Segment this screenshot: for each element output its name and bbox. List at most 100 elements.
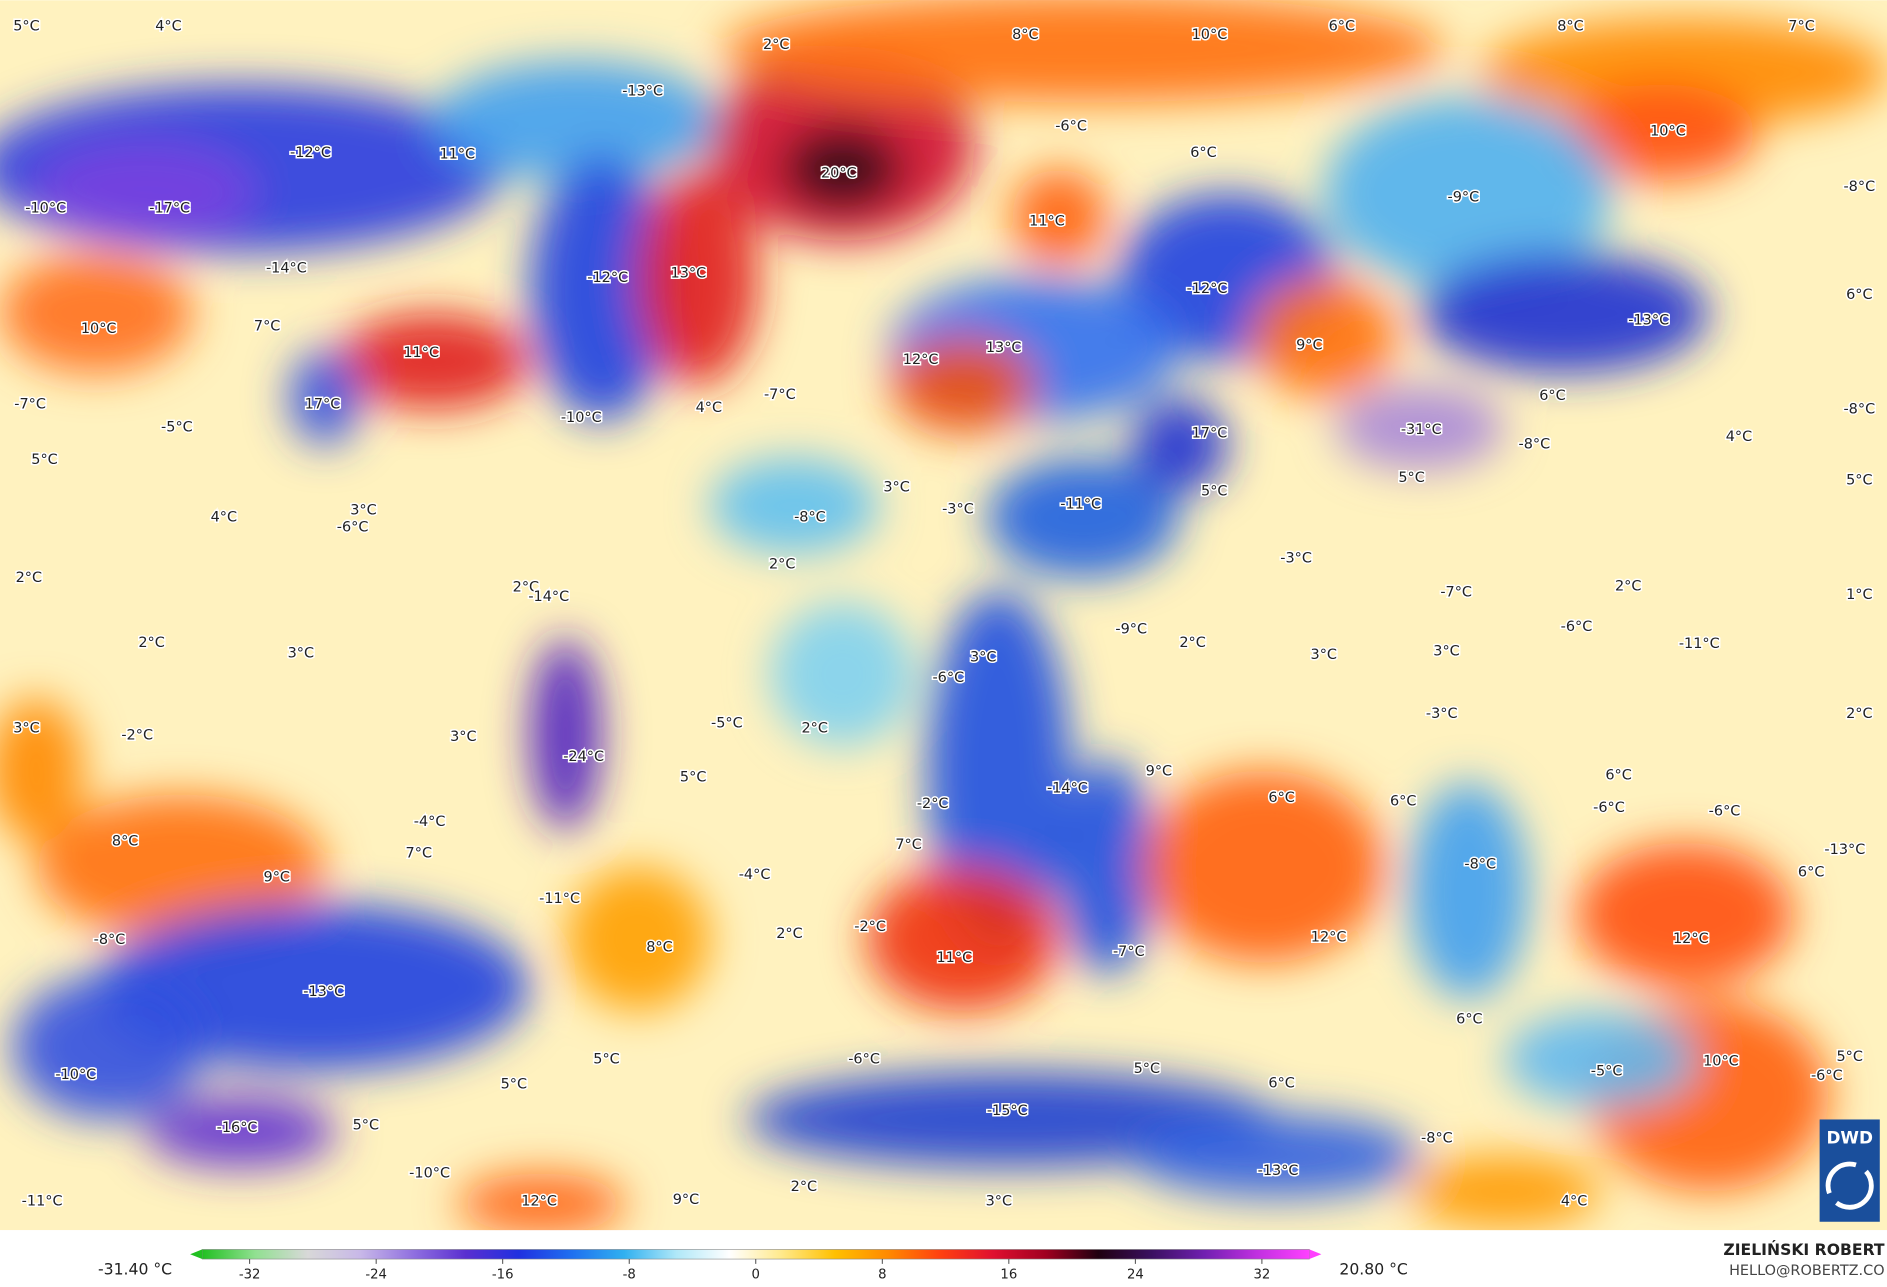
- author: ZIELIŃSKI ROBERT: [1723, 1240, 1885, 1259]
- field-blob: [986, 457, 1180, 578]
- field-blob: [1335, 385, 1505, 470]
- temperature-label: 2°C: [763, 37, 790, 53]
- temperature-label: 1°C: [1846, 587, 1873, 603]
- temperature-label: 4°C: [1726, 429, 1753, 445]
- temperature-label: 2°C: [1615, 578, 1642, 594]
- temperature-label: 12°C: [1673, 931, 1709, 947]
- temperature-label: -11°C: [1060, 497, 1101, 513]
- temperature-label: -3°C: [1426, 706, 1458, 722]
- temperature-label: 8°C: [1557, 19, 1584, 35]
- temperature-label: 5°C: [680, 770, 707, 786]
- temperature-label: 5°C: [31, 452, 58, 468]
- temperature-label: -6°C: [1811, 1068, 1843, 1084]
- field-blob: [1059, 758, 1156, 976]
- temperature-label: 7°C: [254, 318, 281, 334]
- temperature-label: 5°C: [593, 1051, 620, 1067]
- field-blob: [1408, 1155, 1601, 1228]
- field-blob: [433, 60, 723, 181]
- field-blob: [0, 698, 85, 843]
- temperature-label: -14°C: [1047, 781, 1088, 797]
- field-blob: [36, 144, 253, 241]
- field-blob: [1323, 96, 1613, 290]
- temperature-label: 2°C: [138, 635, 165, 651]
- field-blob: [565, 866, 711, 1012]
- temperature-label: 12°C: [521, 1193, 557, 1209]
- temperature-label: 9°C: [1146, 764, 1173, 780]
- temperature-label: 5°C: [1836, 1049, 1863, 1065]
- field-blob: [457, 1173, 626, 1231]
- colorbar-max-label: 20.80 °C: [1339, 1259, 1408, 1278]
- colorbar-min-label: -31.40 °C: [98, 1259, 172, 1278]
- field-blob: [890, 337, 1035, 434]
- temperature-label: 10°C: [1650, 123, 1686, 139]
- temperature-label: -24°C: [563, 749, 604, 765]
- field-blob: [529, 156, 674, 422]
- temperature-label: -6°C: [337, 519, 369, 535]
- temperature-label: 13°C: [671, 265, 707, 281]
- field-blob: [1504, 1011, 1697, 1108]
- temperature-label: 6°C: [1268, 1075, 1295, 1091]
- colorbar-arrow-low: [190, 1249, 203, 1260]
- temperature-label: 6°C: [1846, 287, 1873, 303]
- temperature-label: -7°C: [1440, 584, 1472, 600]
- temperature-label: 6°C: [1456, 1012, 1483, 1028]
- temperature-label: 6°C: [1390, 794, 1417, 810]
- field-blob: [710, 457, 879, 554]
- temperature-label: 6°C: [1190, 145, 1217, 161]
- temperature-label: -17°C: [149, 200, 190, 216]
- temperature-label: 9°C: [264, 870, 291, 886]
- temperature-label: -4°C: [414, 814, 446, 830]
- temperature-label: 2°C: [801, 720, 828, 736]
- temperature-label: -11°C: [1679, 636, 1720, 652]
- temperature-label: -12°C: [1187, 281, 1228, 297]
- temperature-label: -9°C: [1448, 190, 1480, 206]
- temperature-label: 4°C: [696, 400, 723, 416]
- temperature-label: 3°C: [1311, 647, 1338, 663]
- temperature-label: 3°C: [350, 503, 377, 519]
- temperature-label: 2°C: [791, 1179, 818, 1195]
- temperature-label: -8°C: [1421, 1131, 1453, 1147]
- colorbar-tick-label: -24: [365, 1267, 387, 1282]
- field-blob: [926, 589, 1072, 951]
- temperature-label: 8°C: [646, 939, 673, 955]
- temperature-label: 11°C: [936, 950, 972, 966]
- temperature-field: [0, 0, 1887, 1231]
- temperature-label: -5°C: [711, 716, 743, 732]
- temperature-label: -11°C: [539, 891, 580, 907]
- field-blob: [1420, 252, 1709, 374]
- temperature-label: 5°C: [501, 1077, 528, 1093]
- colorbar-body: [201, 1249, 1310, 1260]
- logo-box: [1819, 1119, 1880, 1222]
- field-blob: [529, 638, 602, 831]
- colorbar-arrow-high: [1309, 1249, 1322, 1260]
- temperature-label: -10°C: [25, 200, 66, 216]
- field-blob: [96, 902, 530, 1072]
- temperature-label: -8°C: [94, 932, 126, 948]
- temperature-label: 7°C: [406, 846, 433, 862]
- temperature-label: 8°C: [1012, 27, 1039, 43]
- temperature-label: 6°C: [1798, 865, 1825, 881]
- temperature-label: 17°C: [1192, 425, 1228, 441]
- temperature-label: -7°C: [1113, 944, 1145, 960]
- temperature-label: -3°C: [1280, 551, 1312, 567]
- logo-text: DWD: [1826, 1128, 1873, 1148]
- field-blob: [637, 168, 759, 386]
- temperature-label: 8°C: [112, 833, 139, 849]
- field-blob: [1576, 842, 1794, 988]
- temperature-label: 5°C: [1201, 483, 1228, 499]
- temperature-label: -6°C: [848, 1051, 880, 1067]
- temperature-label: 10°C: [1192, 27, 1228, 43]
- field-blob: [36, 794, 325, 939]
- temperature-label: 4°C: [1561, 1193, 1588, 1209]
- email: HELLO@ROBERTZ.CO: [1729, 1263, 1885, 1279]
- temperature-label: -2°C: [121, 728, 153, 744]
- temperature-label: 6°C: [1539, 388, 1566, 404]
- map-labels: 5°C 4°C 2°C -13°C 8°C 10°C 6°C 8°C 7°C -12°C 11°C 2…: [12, 17, 1877, 1211]
- temperature-label: -13°C: [1628, 312, 1669, 328]
- temperature-label: 5°C: [1846, 472, 1873, 488]
- temperature-label: 4°C: [211, 510, 238, 526]
- temperature-label: -6°C: [932, 670, 964, 686]
- temperature-label: -10°C: [561, 410, 602, 426]
- colorbar-tick-label: 24: [1127, 1267, 1144, 1282]
